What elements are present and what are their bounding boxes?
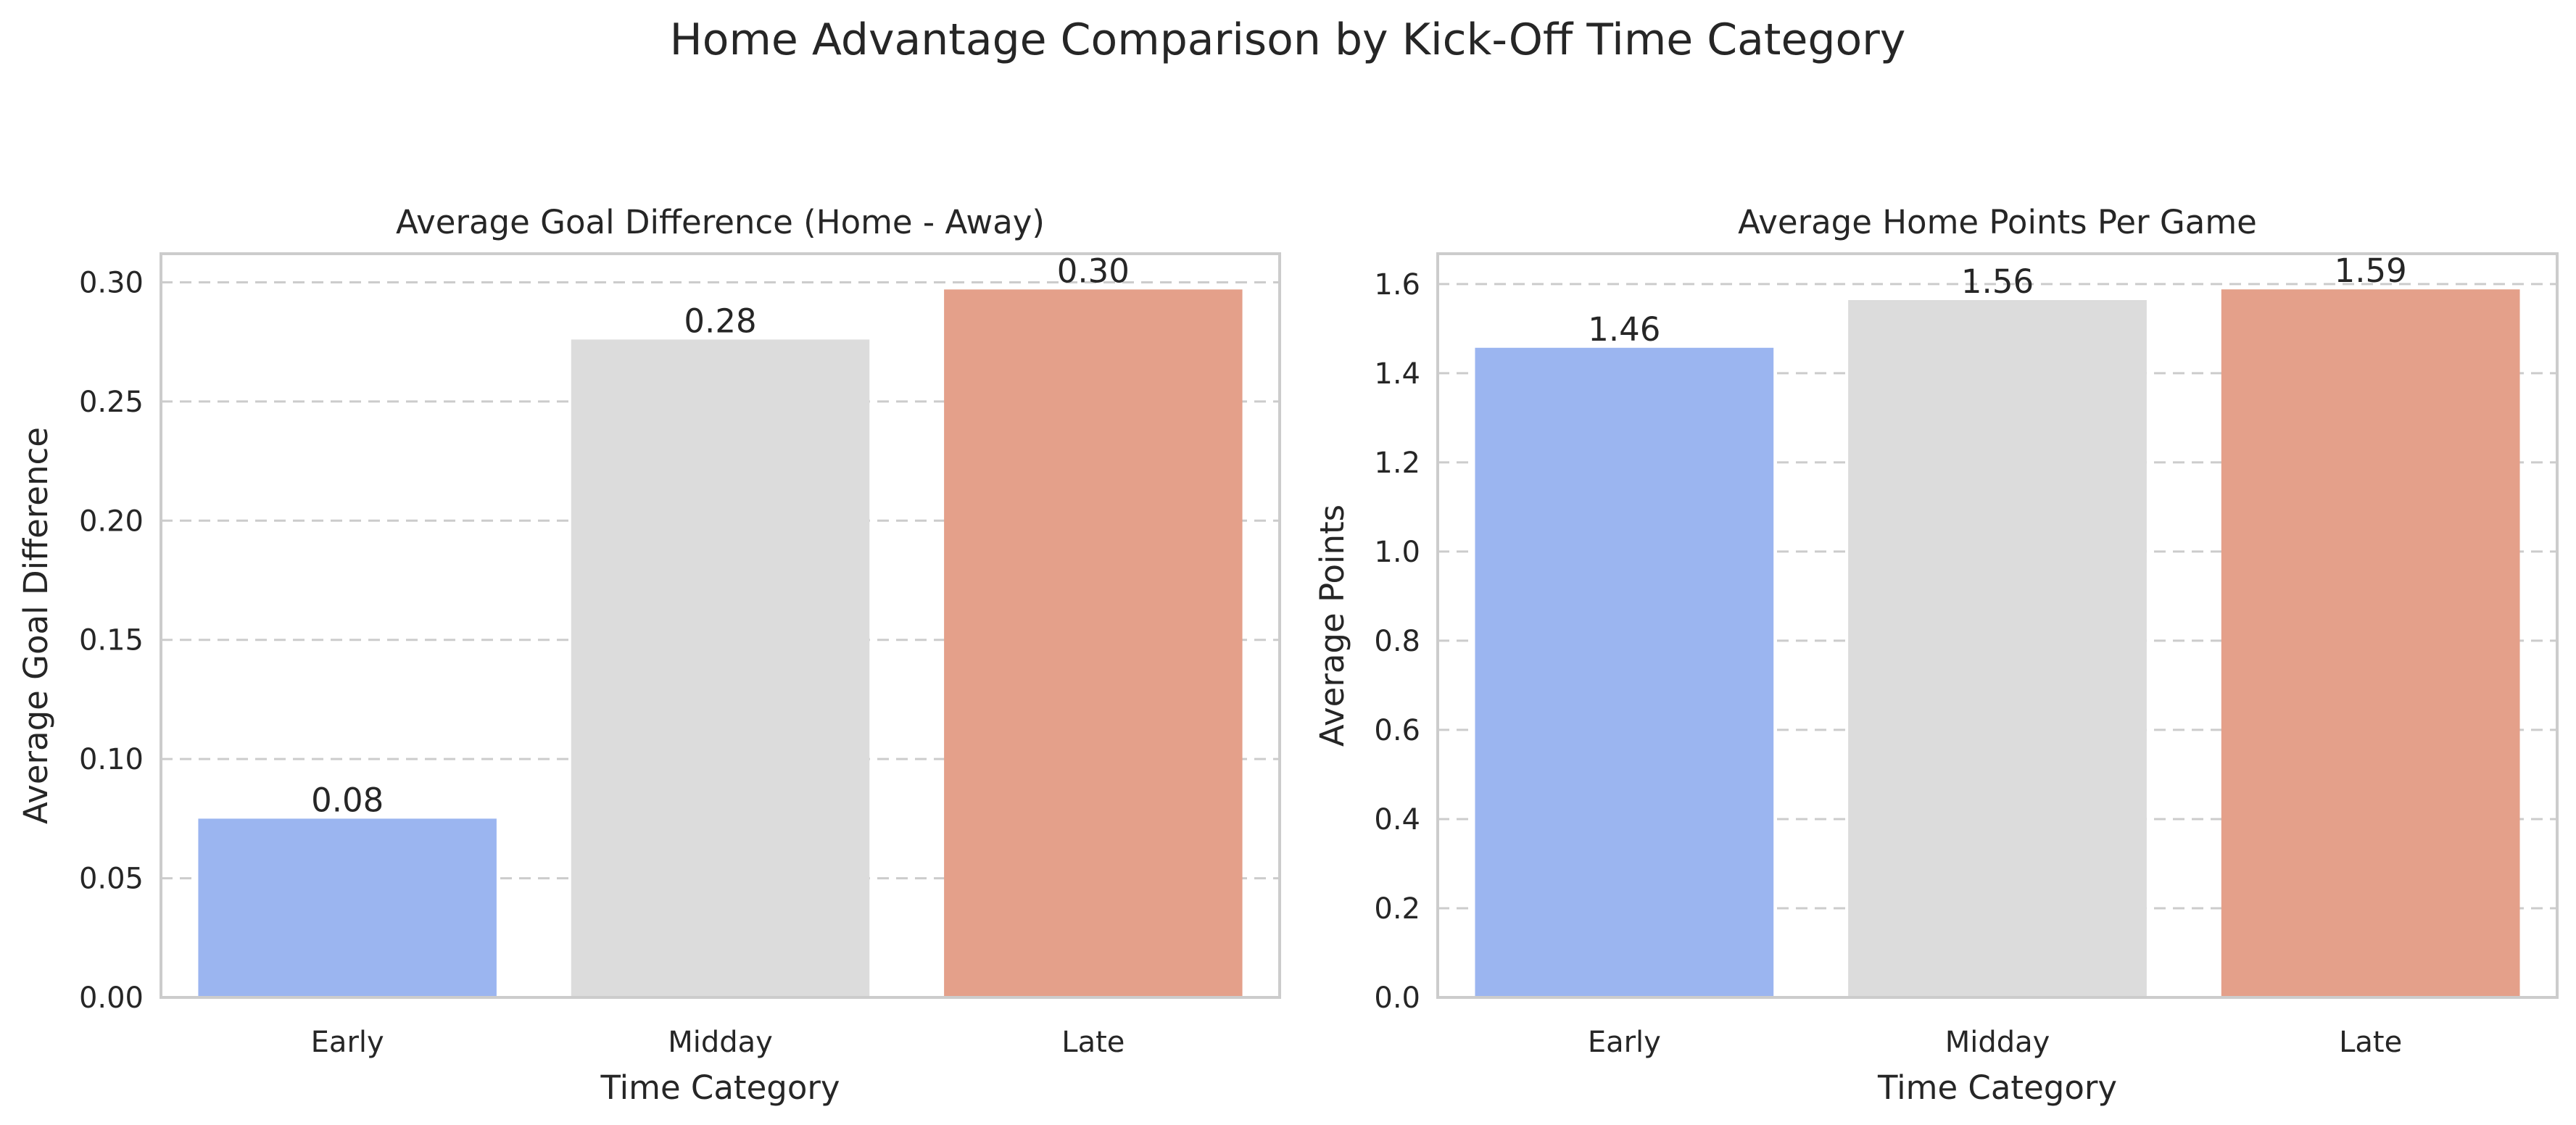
panel-goal-difference: 0.00 0.05 0.10 0.15 0.20 0.25 0.30 0.08 Early 0.2… xyxy=(17,203,1281,1107)
y-tick-label: 0.10 xyxy=(79,743,144,776)
y-tick-label: 0.15 xyxy=(79,624,144,657)
data-label-late: 0.30 xyxy=(1057,252,1130,290)
y-tick-label: 0.8 xyxy=(1374,625,1420,658)
y-tick-label: 0.0 xyxy=(1374,981,1420,1015)
data-label-early: 1.46 xyxy=(1588,310,1660,349)
bar-early xyxy=(1475,347,1774,997)
y-tick-label: 0.2 xyxy=(1374,892,1420,926)
x-tick-label: Late xyxy=(2339,1026,2402,1059)
data-label-midday: 1.56 xyxy=(1961,262,2034,301)
y-tick-label: 0.05 xyxy=(79,863,144,896)
y-tick-label: 1.6 xyxy=(1374,268,1420,302)
y-tick-label: 1.4 xyxy=(1374,357,1420,391)
y-axis-label: Average Goal Difference xyxy=(17,427,55,824)
axes-frame xyxy=(160,252,1281,999)
figure-title: Home Advantage Comparison by Kick-Off Ti… xyxy=(670,14,1906,65)
y-tick-label: 1.2 xyxy=(1374,447,1420,480)
axes-frame xyxy=(1436,252,2559,999)
x-axis-label: Time Category xyxy=(1877,1068,2117,1107)
y-tick-label: 0.00 xyxy=(79,981,144,1015)
y-tick-label: 0.30 xyxy=(79,266,144,299)
y-tick-label: 0.6 xyxy=(1374,714,1420,747)
axes-title: Average Home Points Per Game xyxy=(1738,203,2257,241)
y-tick-label: 0.20 xyxy=(79,505,144,538)
y-tick-label: 0.4 xyxy=(1374,803,1420,837)
bar-midday xyxy=(1848,299,2147,998)
y-axis-label: Average Points xyxy=(1313,505,1351,747)
y-tick-label: 0.25 xyxy=(79,386,144,419)
x-axis-label: Time Category xyxy=(600,1068,840,1107)
y-tick-label: 1.0 xyxy=(1374,536,1420,569)
x-tick-label: Early xyxy=(1588,1026,1661,1059)
bar-late xyxy=(944,289,1243,998)
bar-midday xyxy=(571,339,870,997)
bar-early xyxy=(198,818,497,997)
data-label-early: 0.08 xyxy=(311,781,384,819)
x-tick-label: Midday xyxy=(668,1026,773,1059)
x-tick-label: Early xyxy=(311,1026,384,1059)
x-tick-label: Late xyxy=(1061,1026,1125,1059)
data-label-late: 1.59 xyxy=(2335,252,2407,290)
panel-home-points: 0.0 0.2 0.4 0.6 0.8 1.0 1.2 1.4 1.6 1.46 Early 1.56… xyxy=(1313,203,2559,1107)
axes-title: Average Goal Difference (Home - Away) xyxy=(396,203,1045,241)
x-tick-label: Midday xyxy=(1945,1026,2050,1059)
data-label-midday: 0.28 xyxy=(684,302,756,340)
bar-late xyxy=(2221,289,2520,997)
